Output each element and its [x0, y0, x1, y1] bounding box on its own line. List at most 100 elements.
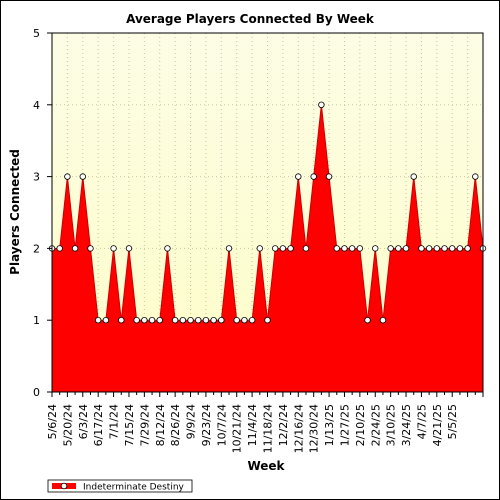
x-tick-label: 11/18/24	[262, 404, 275, 453]
data-point	[118, 317, 125, 324]
y-axis-ticks: 0 1 2 3 4 5	[33, 27, 52, 399]
x-tick-label: 5/5/25	[446, 404, 459, 439]
data-point	[418, 245, 425, 252]
data-point	[164, 245, 171, 252]
data-point	[295, 173, 302, 180]
data-point	[372, 245, 379, 252]
data-point	[379, 317, 387, 324]
data-point	[202, 317, 210, 324]
data-point	[456, 245, 464, 252]
x-tick-label: 2/10/25	[354, 404, 367, 446]
data-point	[302, 245, 310, 252]
x-axis-ticks: 5/6/24 5/20/24 6/3/24 6/17/24 7/1/24 7/15/24 7…	[46, 392, 484, 453]
data-point	[79, 173, 86, 180]
x-axis-label: Week	[247, 459, 285, 473]
data-point	[56, 245, 63, 252]
x-tick-label: 3/10/25	[385, 404, 398, 446]
x-tick-label: 9/23/24	[200, 404, 213, 446]
y-axis-label: Players Connected	[8, 149, 22, 275]
x-tick-label: 7/1/24	[108, 404, 121, 439]
legend-box	[47, 479, 193, 493]
data-point	[425, 245, 433, 252]
data-point	[94, 317, 102, 324]
data-point	[364, 317, 371, 324]
data-point	[141, 317, 148, 324]
data-point	[148, 317, 156, 324]
y-tick-label: 0	[33, 386, 40, 399]
x-tick-label: 3/24/25	[400, 404, 413, 446]
data-point	[110, 245, 117, 252]
y-tick-label: 3	[33, 171, 40, 184]
data-point	[279, 245, 287, 252]
y-tick-label: 5	[33, 27, 40, 40]
x-tick-label: 4/7/25	[415, 404, 428, 439]
data-point	[256, 245, 263, 252]
data-point	[195, 317, 202, 324]
data-point	[333, 245, 340, 252]
x-tick-label: 12/2/24	[277, 404, 290, 446]
data-point	[472, 173, 479, 180]
data-point	[410, 173, 417, 180]
data-point	[395, 245, 402, 252]
x-tick-label: 12/30/24	[308, 404, 321, 453]
legend-marker-icon	[60, 482, 68, 490]
data-point	[287, 245, 294, 252]
data-point	[171, 317, 179, 324]
data-point	[402, 245, 410, 252]
data-point	[318, 101, 325, 108]
data-point	[71, 245, 79, 252]
x-tick-label: 7/29/24	[138, 404, 151, 446]
data-point	[233, 317, 240, 324]
data-point	[387, 245, 394, 252]
x-tick-label: 8/12/24	[154, 404, 167, 446]
data-point	[348, 245, 356, 252]
x-tick-label: 6/3/24	[77, 404, 90, 439]
x-tick-label: 9/9/24	[185, 404, 198, 439]
x-tick-label: 1/13/25	[323, 404, 336, 446]
data-point	[187, 317, 194, 324]
y-tick-label: 2	[33, 242, 40, 255]
legend: Indeterminate Destiny	[47, 479, 193, 493]
x-tick-label: 1/27/25	[338, 404, 351, 446]
x-tick-label: 10/7/24	[215, 404, 228, 446]
data-points	[48, 101, 487, 324]
data-point	[179, 317, 187, 324]
x-tick-label: 5/6/24	[46, 404, 59, 439]
data-point	[125, 245, 133, 252]
x-tick-label: 6/17/24	[92, 404, 105, 446]
data-point	[325, 173, 333, 180]
x-tick-label: 8/26/24	[169, 404, 182, 446]
data-point	[341, 245, 348, 252]
data-point	[356, 245, 364, 252]
data-point	[449, 245, 456, 252]
data-point	[133, 317, 140, 324]
data-point	[272, 245, 279, 252]
x-tick-label: 5/20/24	[61, 404, 74, 446]
x-tick-label: 7/15/24	[123, 404, 136, 446]
data-point	[64, 173, 71, 180]
data-point	[102, 317, 110, 324]
data-point	[248, 317, 256, 324]
x-tick-label: 2/24/25	[369, 404, 382, 446]
data-point	[441, 245, 448, 252]
x-tick-label: 12/16/24	[292, 404, 305, 453]
data-point	[218, 317, 225, 324]
y-tick-label: 1	[33, 314, 40, 327]
data-point	[241, 317, 248, 324]
legend-label: Indeterminate Destiny	[83, 483, 185, 493]
data-point	[433, 245, 441, 252]
data-point	[464, 245, 471, 252]
chart-title: Average Players Connected By Week	[126, 12, 375, 26]
x-tick-label: 10/21/24	[231, 404, 244, 453]
data-point	[156, 317, 163, 324]
data-point	[225, 245, 233, 252]
data-point	[210, 317, 217, 324]
x-tick-label: 11/4/24	[246, 404, 259, 446]
y-tick-label: 4	[33, 99, 40, 112]
data-point	[310, 173, 317, 180]
data-point	[264, 317, 271, 324]
data-point	[87, 245, 94, 252]
x-tick-label: 4/21/25	[431, 404, 444, 446]
